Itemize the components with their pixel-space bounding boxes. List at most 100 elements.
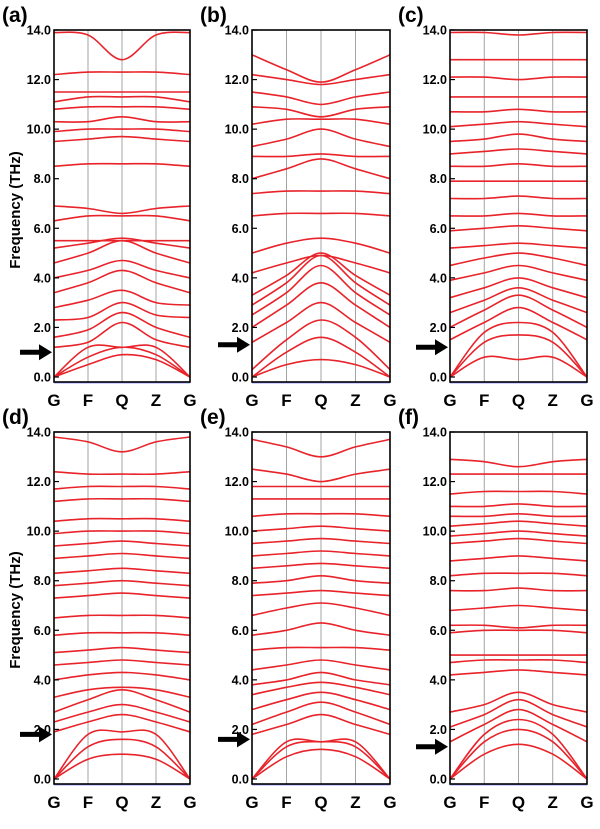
phonon-band (449, 659, 588, 664)
panel-label: (d) (2, 406, 29, 429)
y-axis-label-top: Frequency (THz) (7, 151, 24, 269)
plot-frame (53, 431, 191, 785)
y-tick-label: 2.0 (232, 723, 249, 737)
panel-e: 0.0 2.0 4.0 6.0 8.0 10.0 12.0 14.0 G F Q Z G (e) (200, 406, 397, 812)
phonon-band (251, 562, 391, 570)
phonon-band (449, 458, 588, 468)
phonon-band (53, 353, 191, 378)
x-tick-label: Q (115, 793, 128, 812)
x-tick-label: G (580, 793, 593, 812)
phonon-band (53, 540, 191, 547)
phonon-band (251, 106, 391, 118)
phonon-band (449, 490, 588, 495)
phonon-band (53, 592, 191, 599)
phonon-band (251, 212, 391, 217)
y-tick-label: 10.0 (423, 123, 447, 137)
y-tick-label: 12.0 (225, 73, 249, 87)
x-tick-label: F (479, 793, 489, 812)
phonon-band (449, 306, 588, 341)
arrow-icon (218, 731, 250, 748)
y-tick-label: 8.0 (232, 172, 249, 186)
y-tick-label: 14.0 (27, 426, 51, 440)
phonon-band (251, 336, 391, 378)
phonon-band (449, 503, 588, 508)
phonon-band (449, 537, 588, 545)
phonon-band (251, 748, 391, 780)
phonon-band (53, 579, 191, 587)
x-tick-label: G (443, 793, 456, 812)
phonon-band (449, 31, 588, 36)
phonon-band (53, 659, 191, 666)
phonon-band (449, 252, 588, 267)
phonon-band (251, 646, 391, 651)
phonon-band (449, 120, 588, 128)
arrow-icon (416, 339, 448, 356)
phonon-band (53, 71, 191, 76)
phonon-band (251, 589, 391, 597)
phonon-band (251, 681, 391, 696)
phonon-band (251, 252, 391, 296)
phonon-band (53, 311, 191, 339)
phonon-band (251, 91, 391, 106)
phonon-band (449, 520, 588, 527)
y-tick-label: 14.0 (423, 24, 447, 38)
phonon-band (449, 629, 588, 634)
phonon-band (251, 602, 391, 617)
y-tick-label: 2.0 (34, 321, 51, 335)
phonon-band (251, 118, 391, 125)
phonon-band (53, 485, 191, 490)
panel-label: (a) (2, 4, 28, 27)
phonon-band (449, 604, 588, 612)
y-tick-label: 14.0 (27, 24, 51, 38)
y-tick-label: 6.0 (430, 222, 447, 236)
phonon-band (53, 436, 191, 453)
phonon-band (251, 701, 391, 726)
x-tick-label: G (580, 391, 593, 410)
phonon-band (251, 659, 391, 671)
x-tick-label: F (479, 391, 489, 410)
phonon-band (53, 115, 191, 123)
phonon-band (251, 73, 391, 86)
phonon-band (449, 718, 588, 780)
y-tick-label: 4.0 (430, 673, 447, 687)
phonon-band (53, 631, 191, 636)
phonon-band (53, 567, 191, 575)
phonon-band (449, 728, 588, 780)
x-tick-label: Z (151, 793, 161, 812)
phonon-band (449, 555, 588, 562)
y-tick-label: 4.0 (34, 271, 51, 285)
y-tick-label: 12.0 (27, 73, 51, 87)
phonon-band (449, 76, 588, 81)
phonon-band (251, 254, 391, 274)
y-tick-label: 10.0 (27, 525, 51, 539)
x-tick-label: F (83, 793, 93, 812)
phonon-band (251, 190, 391, 195)
phonon-band (449, 743, 588, 780)
phonon-band (449, 321, 588, 378)
phonon-band (251, 54, 391, 83)
y-tick-label: 10.0 (225, 525, 249, 539)
phonon-band (251, 301, 391, 343)
x-tick-label: Q (314, 793, 327, 812)
x-tick-label: F (281, 793, 291, 812)
phonon-band (251, 537, 391, 545)
phonon-band (53, 205, 191, 215)
phonon-band (53, 470, 191, 476)
y-tick-label: 0.0 (430, 773, 447, 787)
plot-frame (449, 29, 588, 383)
y-tick-label: 4.0 (232, 673, 249, 687)
y-tick-label: 12.0 (423, 73, 447, 87)
phonon-band (449, 587, 588, 592)
x-tick-label: Q (512, 793, 525, 812)
phonon-band (251, 264, 391, 316)
x-tick-label: Z (350, 391, 360, 410)
panel-label: (f) (398, 406, 419, 429)
y-tick-label: 0.0 (430, 371, 447, 385)
phonon-band (53, 269, 191, 294)
arrow-icon (218, 336, 250, 353)
y-tick-label: 2.0 (232, 321, 249, 335)
phonon-band (53, 646, 191, 654)
phonon-band (53, 688, 191, 713)
y-tick-label: 14.0 (225, 426, 249, 440)
